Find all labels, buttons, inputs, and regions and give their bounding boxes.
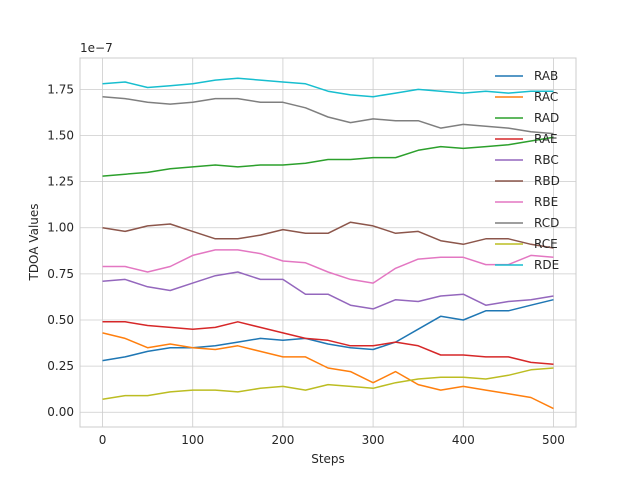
legend-label-rbe: RBE (534, 195, 558, 209)
y-tick-label: 1.50 (47, 128, 74, 142)
series-layer (102, 77, 554, 410)
x-tick-label: 100 (181, 433, 204, 447)
series-line-rcd (102, 95, 554, 135)
plot-frame (79, 57, 577, 428)
y-tick-label: 0.25 (47, 359, 74, 373)
x-tick-label: 500 (542, 433, 565, 447)
series-line-rac (102, 332, 554, 410)
legend: RAB RAC RAD RAE RBC RBD RBE RCD RCE RDE (495, 69, 560, 272)
legend-label-rab: RAB (534, 69, 558, 83)
x-tick-label: 300 (362, 433, 385, 447)
series-line-rbe (102, 249, 554, 284)
plot-area (80, 58, 576, 427)
legend-label-rcd: RCD (534, 216, 559, 230)
series-line-rde (102, 77, 554, 98)
legend-label-rad: RAD (534, 111, 559, 125)
legend-label-rac: RAC (534, 90, 558, 104)
y-tick-label: 1.00 (47, 221, 74, 235)
series-line-rce (102, 367, 554, 401)
legend-label-rbd: RBD (534, 174, 560, 188)
y-tick-label: 0.00 (47, 405, 74, 419)
y-tick-label: 0.75 (47, 267, 74, 281)
y-tick-label: 1.75 (47, 82, 74, 96)
legend-label-rbc: RBC (534, 153, 559, 167)
y-multiplier-label: 1e−7 (80, 41, 113, 55)
series-line-rbc (102, 271, 554, 310)
series-line-rad (102, 136, 554, 177)
legend-label-rde: RDE (534, 258, 559, 272)
x-tick-label: 400 (452, 433, 475, 447)
x-axis-label: Steps (311, 452, 345, 466)
series-line-rae (102, 321, 554, 366)
y-axis-label: TDOA Values (27, 203, 41, 281)
legend-label-rce: RCE (534, 237, 558, 251)
series-line-rab (102, 298, 554, 362)
y-tick-label: 1.25 (47, 175, 74, 189)
grid (80, 58, 576, 427)
x-tick-label: 200 (271, 433, 294, 447)
y-tick-label: 0.50 (47, 313, 74, 327)
series-line-rbd (102, 221, 554, 249)
legend-label-rae: RAE (534, 132, 558, 146)
x-tick-label: 0 (99, 433, 107, 447)
tick-labels: 0 100 200 300 400 500 0.00 0.25 0.50 0.75 1.00 1.25… (47, 82, 565, 447)
